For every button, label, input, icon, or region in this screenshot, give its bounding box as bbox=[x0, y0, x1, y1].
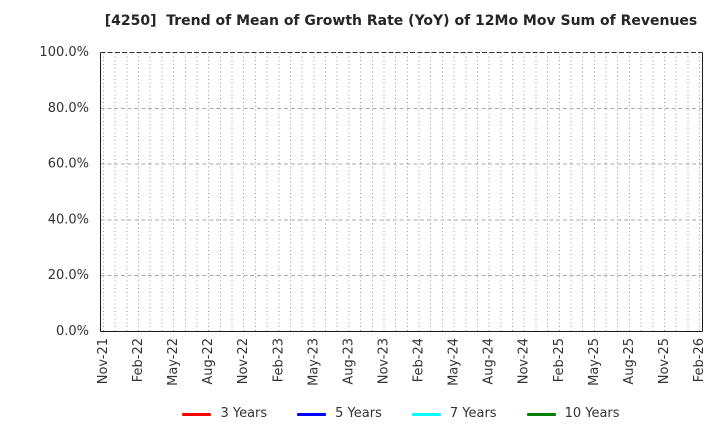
x-tick-label: May-22 bbox=[166, 338, 181, 386]
chart-title: [4250] Trend of Mean of Growth Rate (YoY… bbox=[104, 13, 698, 29]
y-tick-label: 40.0% bbox=[48, 212, 89, 227]
x-tick-label: Feb-23 bbox=[271, 338, 286, 382]
legend-label-10-years: 10 Years bbox=[564, 406, 620, 421]
x-tick-label: May-25 bbox=[587, 338, 602, 386]
x-tick-label: May-24 bbox=[447, 338, 462, 386]
x-tick-label: Feb-25 bbox=[552, 338, 567, 382]
x-tick-label: Aug-24 bbox=[482, 338, 497, 385]
legend-label-7-years: 7 Years bbox=[449, 406, 497, 421]
y-tick-label: 80.0% bbox=[48, 101, 89, 116]
x-tick-label: May-23 bbox=[306, 338, 321, 386]
x-tick-label: Aug-22 bbox=[201, 338, 216, 385]
y-tick-label: 100.0% bbox=[39, 45, 89, 60]
legend-item-10-years: 10 Years bbox=[526, 405, 620, 423]
x-tick-label: Nov-21 bbox=[96, 338, 111, 384]
x-tick-label: Feb-24 bbox=[412, 338, 427, 382]
y-tick-label: 60.0% bbox=[48, 157, 89, 172]
legend-label-3-years: 3 Years bbox=[220, 406, 268, 421]
x-tick-label: Aug-25 bbox=[622, 338, 637, 385]
x-tick-label: Feb-26 bbox=[692, 338, 707, 382]
legend-label-5-years: 5 Years bbox=[335, 406, 382, 421]
x-tick-label: Nov-22 bbox=[236, 338, 251, 384]
legend-item-7-years: 7 Years bbox=[411, 405, 497, 423]
legend-item-5-years: 5 Years bbox=[297, 405, 382, 423]
legend-line-7-years bbox=[411, 412, 441, 416]
legend-line-5-years bbox=[297, 412, 327, 416]
y-tick-label: 0.0% bbox=[56, 324, 89, 339]
legend-line-10-years bbox=[526, 412, 556, 416]
x-tick-label: Nov-24 bbox=[517, 338, 532, 384]
chart-legend: 3 Years 5 Years 7 Years 10 Years bbox=[100, 404, 702, 424]
y-tick-label: 20.0% bbox=[48, 268, 89, 283]
legend-line-3-years bbox=[182, 412, 212, 416]
x-tick-label: Aug-23 bbox=[341, 338, 356, 385]
plot-area: Nov-21 Feb-22 May-22 Aug-22 Nov-22 Feb-23 May-… bbox=[39, 45, 707, 386]
x-tick-label: Nov-23 bbox=[376, 338, 391, 384]
x-tick-label: Nov-25 bbox=[657, 338, 672, 384]
legend-item-3-years: 3 Years bbox=[182, 405, 267, 423]
x-tick-label: Feb-22 bbox=[131, 338, 146, 382]
